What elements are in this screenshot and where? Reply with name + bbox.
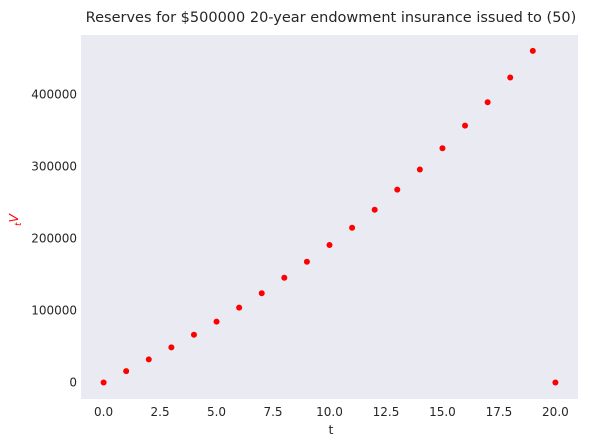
y-tick-label: 100000 [31, 304, 77, 318]
data-point [236, 304, 243, 311]
data-point [168, 344, 175, 351]
x-tick-label: 7.5 [263, 405, 282, 419]
data-point [462, 122, 469, 129]
data-point [394, 186, 401, 193]
y-tick-label: 400000 [31, 88, 77, 102]
data-point [416, 166, 423, 173]
y-tick-labels: 0 100000 200000 300000 400000 [31, 88, 77, 390]
data-point [371, 206, 378, 213]
x-tick-label: 5.0 [207, 405, 226, 419]
x-tick-label: 17.5 [486, 405, 513, 419]
data-point [100, 379, 107, 386]
data-point [190, 331, 197, 338]
x-tick-label: 10.0 [316, 405, 343, 419]
x-tick-label: 0.0 [94, 405, 113, 419]
data-point [484, 99, 491, 106]
data-point [258, 290, 265, 297]
x-tick-label: 20.0 [542, 405, 569, 419]
data-point [123, 368, 130, 375]
x-tick-label: 15.0 [429, 405, 456, 419]
y-axis-label: tV [6, 213, 24, 227]
data-point [439, 145, 446, 152]
data-point [529, 47, 536, 54]
plot-background [81, 35, 578, 399]
y-axis-label-main: V [6, 213, 21, 223]
y-axis-label-subscript: t [14, 222, 24, 226]
data-point [507, 74, 514, 81]
data-point [145, 356, 152, 363]
y-tick-label: 200000 [31, 232, 77, 246]
data-point [349, 224, 356, 231]
chart-title: Reserves for $500000 20-year endowment i… [86, 10, 577, 26]
data-point [281, 274, 288, 281]
data-point [552, 379, 559, 386]
data-point [213, 318, 220, 325]
y-tick-label: 0 [69, 375, 77, 389]
data-point [303, 258, 310, 265]
x-tick-label: 2.5 [151, 405, 170, 419]
data-points [100, 47, 559, 386]
x-tick-label: 12.5 [373, 405, 400, 419]
x-axis-label: t [329, 422, 334, 437]
y-tick-label: 300000 [31, 160, 77, 174]
data-point [326, 242, 333, 249]
x-tick-labels: 0.0 2.5 5.0 7.5 10.0 12.5 15.0 17.5 20.0 [94, 405, 569, 419]
